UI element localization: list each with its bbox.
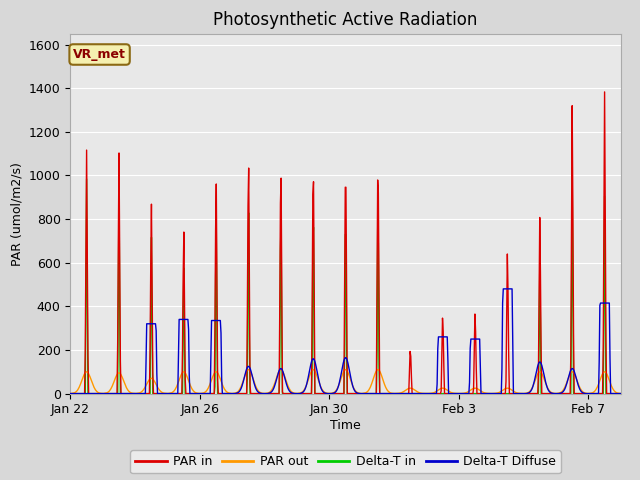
Text: VR_met: VR_met bbox=[73, 48, 126, 61]
Legend: PAR in, PAR out, Delta-T in, Delta-T Diffuse: PAR in, PAR out, Delta-T in, Delta-T Dif… bbox=[131, 450, 561, 473]
Title: Photosynthetic Active Radiation: Photosynthetic Active Radiation bbox=[213, 11, 478, 29]
Y-axis label: PAR (umol/m2/s): PAR (umol/m2/s) bbox=[10, 162, 23, 265]
X-axis label: Time: Time bbox=[330, 419, 361, 432]
